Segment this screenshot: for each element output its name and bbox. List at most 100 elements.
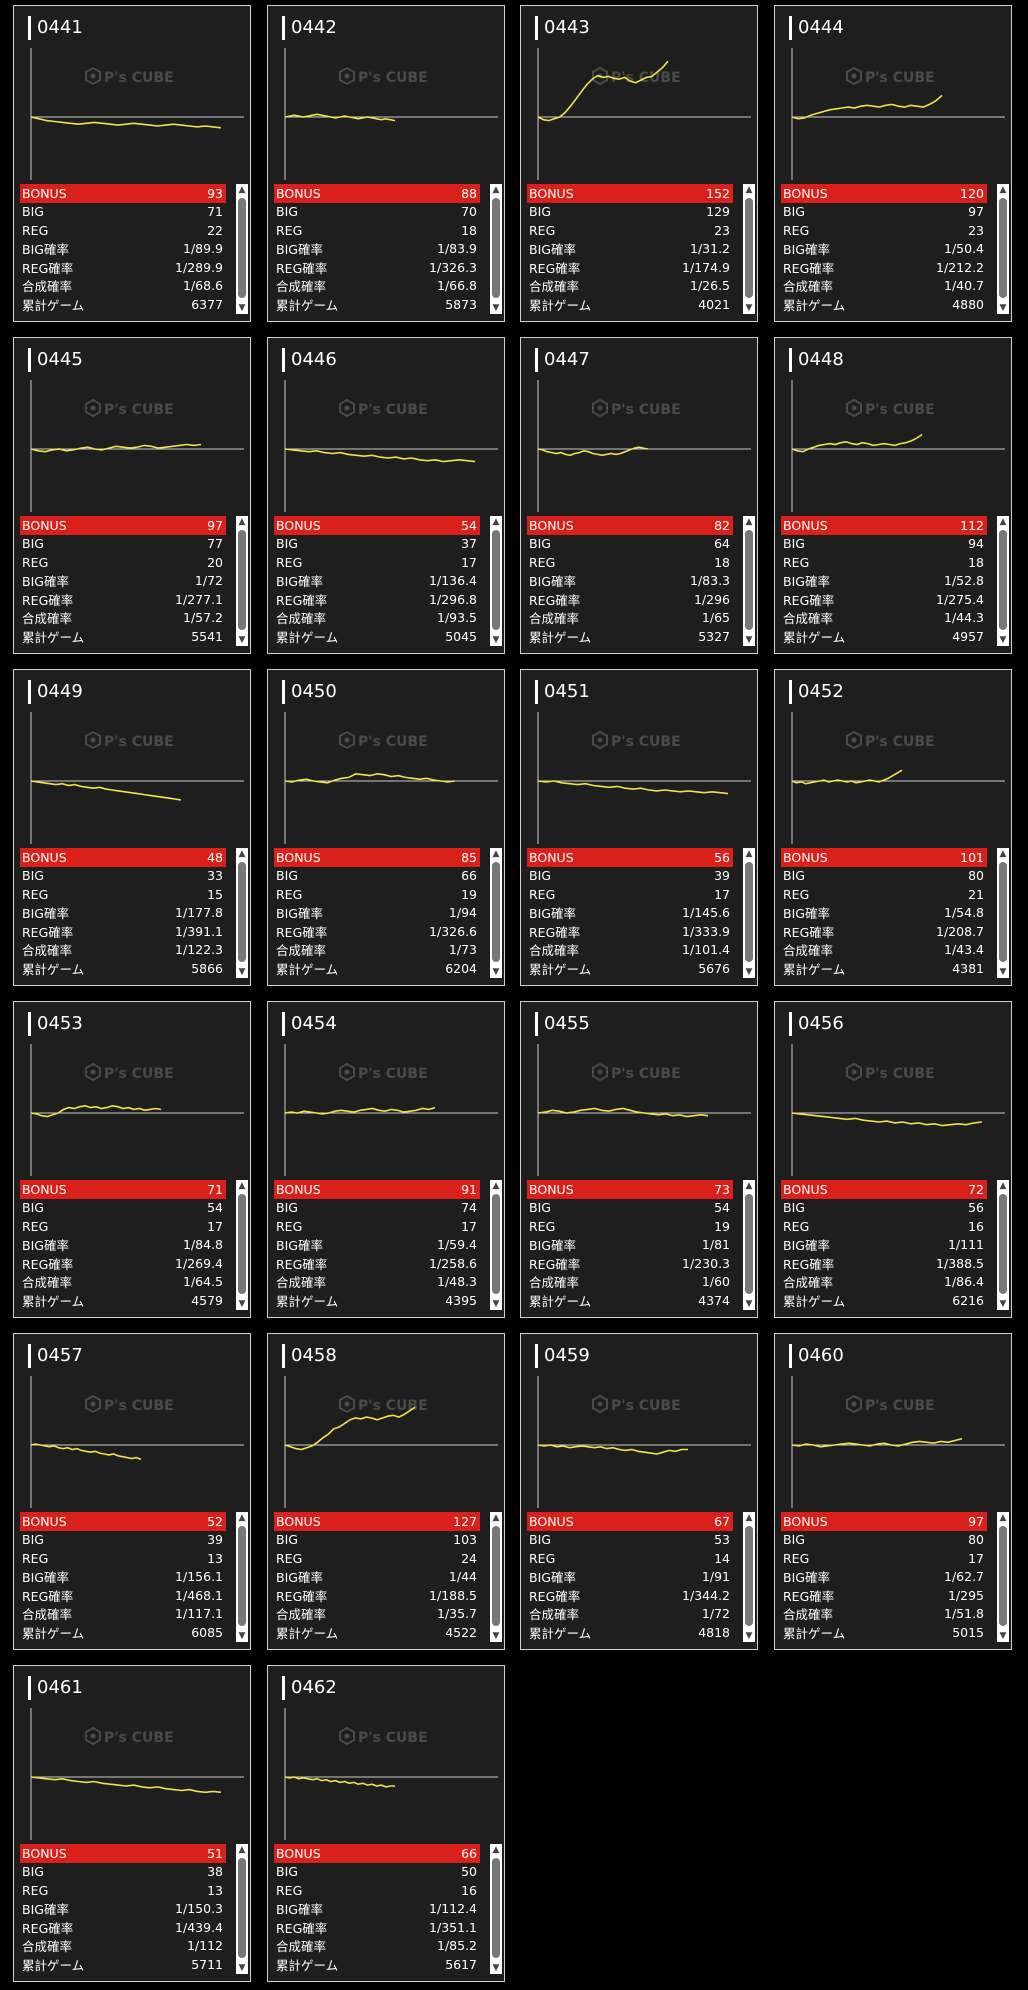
machine-number[interactable]: 0454	[282, 1012, 337, 1036]
scroll-thumb[interactable]	[999, 862, 1007, 962]
machine-number[interactable]: 0458	[282, 1344, 337, 1368]
scroll-thumb[interactable]	[745, 1526, 753, 1626]
scroll-thumb[interactable]	[999, 1526, 1007, 1626]
stats-scrollbar[interactable]: ▲ ▼	[997, 184, 1009, 314]
machine-number[interactable]: 0462	[282, 1676, 337, 1700]
stats-scrollbar[interactable]: ▲ ▼	[997, 848, 1009, 978]
scroll-up-icon[interactable]: ▲	[238, 849, 246, 859]
scroll-up-icon[interactable]: ▲	[492, 849, 500, 859]
stats-scrollbar[interactable]: ▲ ▼	[490, 184, 502, 314]
machine-number[interactable]: 0450	[282, 680, 337, 704]
machine-card[interactable]: 0456 P's CUBE BONUS 72 BIG 56 REG 16 BIG…	[774, 1001, 1012, 1318]
scroll-up-icon[interactable]: ▲	[745, 517, 753, 527]
stats-scrollbar[interactable]: ▲ ▼	[743, 1512, 755, 1642]
machine-number[interactable]: 0445	[28, 348, 83, 372]
scroll-down-icon[interactable]: ▼	[999, 635, 1007, 645]
scroll-thumb[interactable]	[492, 1858, 500, 1958]
scroll-up-icon[interactable]: ▲	[238, 1513, 246, 1523]
scroll-thumb[interactable]	[492, 530, 500, 630]
machine-number[interactable]: 0446	[282, 348, 337, 372]
scroll-down-icon[interactable]: ▼	[492, 303, 500, 313]
scroll-thumb[interactable]	[745, 1194, 753, 1294]
scroll-up-icon[interactable]: ▲	[238, 185, 246, 195]
scroll-down-icon[interactable]: ▼	[492, 1963, 500, 1973]
stats-scrollbar[interactable]: ▲ ▼	[997, 516, 1009, 646]
scroll-down-icon[interactable]: ▼	[999, 1631, 1007, 1641]
machine-number[interactable]: 0459	[535, 1344, 590, 1368]
machine-card[interactable]: 0450 P's CUBE BONUS 85 BIG 66 REG 19 BIG…	[267, 669, 505, 986]
scroll-thumb[interactable]	[745, 530, 753, 630]
scroll-up-icon[interactable]: ▲	[492, 1845, 500, 1855]
scroll-down-icon[interactable]: ▼	[745, 967, 753, 977]
machine-card[interactable]: 0443 P's CUBE BONUS 152 BIG 129 REG 23 B…	[520, 5, 758, 322]
scroll-up-icon[interactable]: ▲	[999, 1513, 1007, 1523]
scroll-thumb[interactable]	[492, 862, 500, 962]
scroll-down-icon[interactable]: ▼	[999, 967, 1007, 977]
machine-card[interactable]: 0454 P's CUBE BONUS 91 BIG 74 REG 17 BIG…	[267, 1001, 505, 1318]
machine-card[interactable]: 0449 P's CUBE BONUS 48 BIG 33 REG 15 BIG…	[13, 669, 251, 986]
stats-scrollbar[interactable]: ▲ ▼	[997, 1512, 1009, 1642]
scroll-thumb[interactable]	[999, 1194, 1007, 1294]
scroll-up-icon[interactable]: ▲	[492, 517, 500, 527]
machine-number[interactable]: 0443	[535, 16, 590, 40]
scroll-down-icon[interactable]: ▼	[238, 967, 246, 977]
scroll-thumb[interactable]	[492, 1526, 500, 1626]
machine-number[interactable]: 0456	[789, 1012, 844, 1036]
scroll-thumb[interactable]	[238, 1858, 246, 1958]
scroll-down-icon[interactable]: ▼	[238, 635, 246, 645]
scroll-thumb[interactable]	[745, 862, 753, 962]
scroll-thumb[interactable]	[745, 198, 753, 298]
stats-scrollbar[interactable]: ▲ ▼	[236, 1844, 248, 1974]
machine-card[interactable]: 0462 P's CUBE BONUS 66 BIG 50 REG 16 BIG…	[267, 1665, 505, 1982]
stats-scrollbar[interactable]: ▲ ▼	[743, 184, 755, 314]
machine-card[interactable]: 0461 P's CUBE BONUS 51 BIG 38 REG 13 BIG…	[13, 1665, 251, 1982]
machine-number[interactable]: 0460	[789, 1344, 844, 1368]
scroll-down-icon[interactable]: ▼	[745, 1299, 753, 1309]
scroll-down-icon[interactable]: ▼	[238, 1631, 246, 1641]
scroll-down-icon[interactable]: ▼	[492, 635, 500, 645]
machine-card[interactable]: 0458 P's CUBE BONUS 127 BIG 103 REG 24 B…	[267, 1333, 505, 1650]
stats-scrollbar[interactable]: ▲ ▼	[743, 848, 755, 978]
stats-scrollbar[interactable]: ▲ ▼	[236, 184, 248, 314]
machine-card[interactable]: 0441 P's CUBE BONUS 93 BIG 71 REG 22 BIG…	[13, 5, 251, 322]
scroll-up-icon[interactable]: ▲	[999, 849, 1007, 859]
scroll-down-icon[interactable]: ▼	[492, 967, 500, 977]
stats-scrollbar[interactable]: ▲ ▼	[997, 1180, 1009, 1310]
scroll-up-icon[interactable]: ▲	[238, 1845, 246, 1855]
scroll-thumb[interactable]	[238, 1526, 246, 1626]
scroll-down-icon[interactable]: ▼	[745, 635, 753, 645]
machine-card[interactable]: 0442 P's CUBE BONUS 88 BIG 70 REG 18 BIG…	[267, 5, 505, 322]
scroll-thumb[interactable]	[238, 530, 246, 630]
scroll-down-icon[interactable]: ▼	[238, 1299, 246, 1309]
scroll-up-icon[interactable]: ▲	[492, 1513, 500, 1523]
scroll-up-icon[interactable]: ▲	[745, 1181, 753, 1191]
stats-scrollbar[interactable]: ▲ ▼	[236, 1180, 248, 1310]
machine-card[interactable]: 0453 P's CUBE BONUS 71 BIG 54 REG 17 BIG…	[13, 1001, 251, 1318]
scroll-thumb[interactable]	[999, 530, 1007, 630]
machine-number[interactable]: 0447	[535, 348, 590, 372]
scroll-up-icon[interactable]: ▲	[999, 185, 1007, 195]
scroll-up-icon[interactable]: ▲	[745, 185, 753, 195]
machine-number[interactable]: 0449	[28, 680, 83, 704]
machine-card[interactable]: 0457 P's CUBE BONUS 52 BIG 39 REG 13 BIG…	[13, 1333, 251, 1650]
machine-number[interactable]: 0444	[789, 16, 844, 40]
stats-scrollbar[interactable]: ▲ ▼	[490, 516, 502, 646]
scroll-down-icon[interactable]: ▼	[999, 1299, 1007, 1309]
machine-card[interactable]: 0452 P's CUBE BONUS 101 BIG 80 REG 21 BI…	[774, 669, 1012, 986]
stats-scrollbar[interactable]: ▲ ▼	[490, 1844, 502, 1974]
machine-number[interactable]: 0455	[535, 1012, 590, 1036]
machine-card[interactable]: 0455 P's CUBE BONUS 73 BIG 54 REG 19 BIG…	[520, 1001, 758, 1318]
scroll-up-icon[interactable]: ▲	[999, 1181, 1007, 1191]
stats-scrollbar[interactable]: ▲ ▼	[236, 516, 248, 646]
scroll-up-icon[interactable]: ▲	[238, 517, 246, 527]
scroll-up-icon[interactable]: ▲	[745, 1513, 753, 1523]
stats-scrollbar[interactable]: ▲ ▼	[743, 1180, 755, 1310]
scroll-down-icon[interactable]: ▼	[492, 1299, 500, 1309]
scroll-up-icon[interactable]: ▲	[492, 1181, 500, 1191]
scroll-up-icon[interactable]: ▲	[238, 1181, 246, 1191]
machine-card[interactable]: 0447 P's CUBE BONUS 82 BIG 64 REG 18 BIG…	[520, 337, 758, 654]
machine-number[interactable]: 0451	[535, 680, 590, 704]
scroll-down-icon[interactable]: ▼	[238, 303, 246, 313]
machine-number[interactable]: 0442	[282, 16, 337, 40]
machine-card[interactable]: 0448 P's CUBE BONUS 112 BIG 94 REG 18 BI…	[774, 337, 1012, 654]
